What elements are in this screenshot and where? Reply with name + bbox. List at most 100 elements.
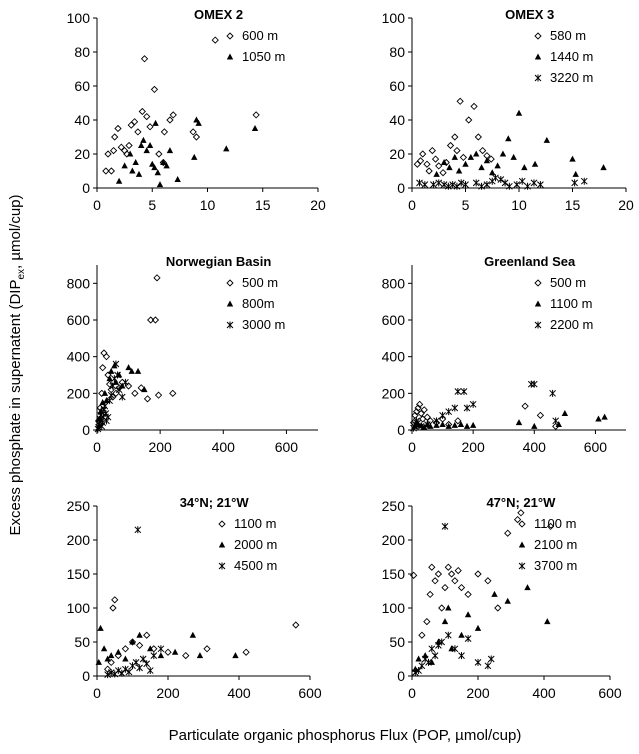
data-point bbox=[428, 563, 436, 571]
y-tick-label: 200 bbox=[382, 385, 406, 401]
data-point bbox=[474, 658, 482, 666]
y-tick-label: 200 bbox=[382, 532, 406, 548]
data-point bbox=[473, 150, 480, 157]
data-point bbox=[99, 364, 107, 372]
data-point bbox=[131, 389, 139, 397]
legend-marker bbox=[226, 279, 234, 287]
data-point bbox=[135, 170, 143, 177]
data-point bbox=[108, 652, 115, 659]
y-tick-label: 0 bbox=[397, 180, 405, 196]
data-point bbox=[418, 631, 426, 639]
data-point bbox=[569, 155, 576, 162]
data-point bbox=[438, 638, 446, 646]
x-axis-title: Particulate organic phosphorus Flux (POP… bbox=[169, 727, 522, 744]
data-point bbox=[420, 406, 428, 414]
panel-title: Norwegian Basin bbox=[166, 254, 272, 269]
y-tick-label: 100 bbox=[67, 600, 91, 616]
y-tick-label: 250 bbox=[67, 498, 91, 514]
data-point bbox=[487, 155, 495, 163]
legend-marker bbox=[534, 53, 542, 60]
x-tick-label: 400 bbox=[523, 439, 547, 455]
legend-marker bbox=[218, 541, 226, 548]
data-point bbox=[456, 97, 464, 105]
data-point bbox=[108, 367, 115, 374]
y-tick-label: 60 bbox=[389, 78, 405, 94]
panel-title: Greenland Sea bbox=[484, 254, 576, 269]
x-tick-label: 15 bbox=[565, 197, 581, 213]
data-point bbox=[527, 380, 535, 388]
data-point bbox=[451, 577, 459, 585]
data-point bbox=[114, 124, 122, 133]
data-point bbox=[242, 648, 250, 656]
legend-marker bbox=[226, 300, 234, 307]
data-point bbox=[423, 160, 431, 168]
data-point bbox=[134, 367, 142, 374]
data-point bbox=[423, 617, 431, 626]
data-point bbox=[122, 665, 129, 673]
data-point bbox=[438, 604, 446, 612]
data-point bbox=[101, 389, 109, 396]
data-point bbox=[150, 652, 158, 660]
data-point bbox=[415, 667, 422, 675]
data-point bbox=[464, 635, 472, 643]
data-point bbox=[426, 590, 434, 599]
data-point bbox=[464, 611, 472, 618]
data-point bbox=[252, 111, 260, 119]
y-tick-label: 0 bbox=[397, 668, 405, 684]
data-point bbox=[107, 391, 115, 399]
data-point bbox=[99, 419, 107, 427]
y-tick-label: 80 bbox=[389, 44, 405, 60]
y-tick-label: 40 bbox=[74, 112, 90, 128]
data-point bbox=[136, 664, 143, 672]
data-point bbox=[454, 417, 462, 425]
data-point bbox=[421, 181, 429, 189]
data-point bbox=[478, 182, 485, 190]
legend-label: 1050 m bbox=[242, 49, 285, 64]
data-point bbox=[561, 410, 569, 416]
data-point bbox=[487, 655, 495, 663]
data-point bbox=[232, 652, 239, 659]
data-point bbox=[457, 583, 466, 592]
data-point bbox=[416, 179, 423, 187]
data-point bbox=[530, 380, 538, 388]
data-point bbox=[169, 111, 177, 119]
legend-label: 3000 m bbox=[242, 317, 285, 332]
data-point bbox=[431, 155, 440, 163]
data-point bbox=[451, 153, 458, 160]
data-point bbox=[478, 164, 485, 171]
panel-title: 47°N; 21°W bbox=[486, 495, 556, 510]
data-point bbox=[464, 590, 472, 599]
legend-label: 3220 m bbox=[550, 70, 593, 85]
data-point bbox=[143, 112, 151, 121]
data-point bbox=[189, 128, 197, 136]
y-tick-label: 20 bbox=[389, 146, 405, 162]
data-point bbox=[460, 388, 468, 395]
legend-label: 1440 m bbox=[550, 49, 593, 64]
data-point bbox=[504, 597, 511, 604]
data-point bbox=[425, 167, 433, 175]
data-point bbox=[531, 422, 538, 429]
data-point bbox=[102, 167, 110, 175]
data-point bbox=[105, 380, 114, 388]
legend-label: 3700 m bbox=[534, 558, 577, 573]
data-point bbox=[156, 181, 164, 188]
data-point bbox=[494, 162, 501, 169]
data-point bbox=[125, 364, 132, 371]
legend-marker bbox=[218, 562, 226, 570]
data-point bbox=[132, 159, 139, 165]
data-point bbox=[515, 419, 523, 426]
x-tick-label: 10 bbox=[200, 197, 216, 213]
x-tick-label: 200 bbox=[466, 685, 490, 701]
data-point bbox=[104, 371, 112, 379]
data-point bbox=[126, 150, 134, 157]
data-point bbox=[572, 170, 579, 177]
data-point bbox=[416, 157, 425, 165]
data-point bbox=[109, 146, 118, 155]
y-tick-label: 60 bbox=[74, 78, 90, 94]
data-point bbox=[223, 145, 230, 152]
data-point bbox=[132, 658, 140, 666]
legend-label: 1100 m bbox=[234, 516, 276, 531]
legend-label: 800m bbox=[242, 296, 275, 311]
